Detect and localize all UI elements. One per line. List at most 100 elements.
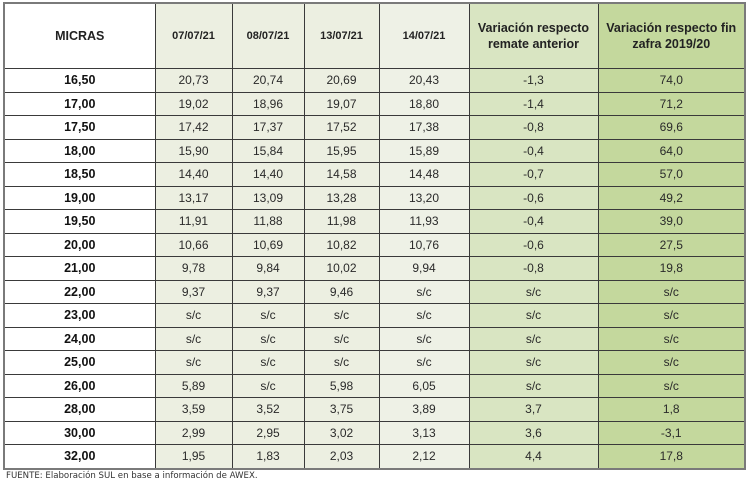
- table-row: 24,00 s/c s/c s/c s/c s/c s/c: [3, 326, 746, 351]
- cell-date-4: s/c: [378, 350, 470, 375]
- cell-micras: 32,00: [3, 444, 156, 469]
- cell-date-3: s/c: [303, 326, 380, 351]
- cell-micras: 19,50: [3, 209, 156, 234]
- cell-micras: 17,50: [3, 115, 156, 140]
- cell-date-4: 17,38: [378, 115, 470, 140]
- header-micras: MICRAS: [3, 2, 156, 69]
- cell-date-2: 3,52: [231, 397, 305, 422]
- cell-date-1: 9,37: [154, 279, 233, 304]
- cell-micras: 17,00: [3, 91, 156, 116]
- cell-micras: 30,00: [3, 420, 156, 445]
- cell-variation-previous: s/c: [468, 303, 599, 328]
- cell-micras: 24,00: [3, 326, 156, 351]
- cell-micras: 18,00: [3, 138, 156, 163]
- cell-micras: 22,00: [3, 279, 156, 304]
- cell-date-4: 14,48: [378, 162, 470, 187]
- cell-variation-previous: s/c: [468, 373, 599, 398]
- cell-date-1: 1,95: [154, 444, 233, 469]
- cell-date-3: 5,98: [303, 373, 380, 398]
- cell-date-2: s/c: [231, 373, 305, 398]
- cell-variation-previous: -0,8: [468, 256, 599, 281]
- table-row: 26,00 5,89 s/c 5,98 6,05 s/c s/c: [3, 373, 746, 398]
- cell-date-3: 11,98: [303, 209, 380, 234]
- cell-date-2: 9,84: [231, 256, 305, 281]
- cell-micras: 28,00: [3, 397, 156, 422]
- cell-date-1: 20,73: [154, 68, 233, 93]
- cell-date-1: 9,78: [154, 256, 233, 281]
- cell-date-1: s/c: [154, 303, 233, 328]
- cell-variation-season: 19,8: [597, 256, 746, 281]
- cell-variation-previous: -0,6: [468, 185, 599, 210]
- table-row: 20,00 10,66 10,69 10,82 10,76 -0,6 27,5: [3, 232, 746, 257]
- cell-date-1: 13,17: [154, 185, 233, 210]
- cell-date-4: 6,05: [378, 373, 470, 398]
- cell-date-4: s/c: [378, 279, 470, 304]
- cell-date-4: 18,80: [378, 91, 470, 116]
- cell-date-1: 15,90: [154, 138, 233, 163]
- cell-date-1: 10,66: [154, 232, 233, 257]
- cell-variation-season: s/c: [597, 279, 746, 304]
- cell-variation-previous: -1,4: [468, 91, 599, 116]
- cell-variation-season: -3,1: [597, 420, 746, 445]
- cell-variation-season: 74,0: [597, 68, 746, 93]
- header-date-2: 08/07/21: [231, 2, 305, 69]
- cell-variation-previous: s/c: [468, 350, 599, 375]
- cell-date-4: 13,20: [378, 185, 470, 210]
- cell-date-4: s/c: [378, 326, 470, 351]
- cell-micras: 18,50: [3, 162, 156, 187]
- cell-date-3: s/c: [303, 350, 380, 375]
- cell-date-1: 19,02: [154, 91, 233, 116]
- cell-variation-season: s/c: [597, 326, 746, 351]
- cell-variation-previous: s/c: [468, 279, 599, 304]
- cell-micras: 21,00: [3, 256, 156, 281]
- cell-date-1: s/c: [154, 350, 233, 375]
- table-row: 23,00 s/c s/c s/c s/c s/c s/c: [3, 303, 746, 328]
- cell-date-2: 11,88: [231, 209, 305, 234]
- cell-date-1: 2,99: [154, 420, 233, 445]
- table-row: 28,00 3,59 3,52 3,75 3,89 3,7 1,8: [3, 397, 746, 422]
- table-row: 30,00 2,99 2,95 3,02 3,13 3,6 -3,1: [3, 420, 746, 445]
- cell-date-2: 17,37: [231, 115, 305, 140]
- cell-date-2: 14,40: [231, 162, 305, 187]
- cell-date-1: 14,40: [154, 162, 233, 187]
- cell-date-2: 1,83: [231, 444, 305, 469]
- cell-variation-season: 39,0: [597, 209, 746, 234]
- cell-date-4: 2,12: [378, 444, 470, 469]
- header-variation-season: Variación respecto fin zafra 2019/20: [597, 2, 746, 69]
- header-row: MICRAS 07/07/21 08/07/21 13/07/21 14/07/…: [3, 2, 746, 69]
- cell-variation-previous: -0,6: [468, 232, 599, 257]
- cell-date-2: s/c: [231, 326, 305, 351]
- table-row: 22,00 9,37 9,37 9,46 s/c s/c s/c: [3, 279, 746, 304]
- cell-date-3: 9,46: [303, 279, 380, 304]
- cell-micras: 20,00: [3, 232, 156, 257]
- cell-micras: 23,00: [3, 303, 156, 328]
- cell-date-1: s/c: [154, 326, 233, 351]
- cell-variation-season: 71,2: [597, 91, 746, 116]
- cell-variation-previous: -1,3: [468, 68, 599, 93]
- wool-price-table: MICRAS 07/07/21 08/07/21 13/07/21 14/07/…: [3, 2, 746, 470]
- cell-date-2: 15,84: [231, 138, 305, 163]
- cell-date-3: 17,52: [303, 115, 380, 140]
- cell-date-2: 2,95: [231, 420, 305, 445]
- table-row: 32,00 1,95 1,83 2,03 2,12 4,4 17,8: [3, 444, 746, 469]
- header-date-3: 13/07/21: [303, 2, 380, 69]
- cell-variation-season: s/c: [597, 303, 746, 328]
- header-date-1: 07/07/21: [154, 2, 233, 69]
- cell-date-4: s/c: [378, 303, 470, 328]
- cell-variation-previous: 4,4: [468, 444, 599, 469]
- cell-date-1: 11,91: [154, 209, 233, 234]
- cell-date-2: 18,96: [231, 91, 305, 116]
- cell-variation-season: 64,0: [597, 138, 746, 163]
- cell-date-3: 20,69: [303, 68, 380, 93]
- cell-date-1: 3,59: [154, 397, 233, 422]
- cell-variation-previous: -0,4: [468, 209, 599, 234]
- cell-micras: 25,00: [3, 350, 156, 375]
- cell-variation-season: 49,2: [597, 185, 746, 210]
- cell-date-3: 2,03: [303, 444, 380, 469]
- table-body: 16,50 20,73 20,74 20,69 20,43 -1,3 74,0 17,00 19…: [3, 68, 746, 469]
- table-row: 17,00 19,02 18,96 19,07 18,80 -1,4 71,2: [3, 91, 746, 116]
- cell-date-2: 20,74: [231, 68, 305, 93]
- table-row: 18,50 14,40 14,40 14,58 14,48 -0,7 57,0: [3, 162, 746, 187]
- table-row: 25,00 s/c s/c s/c s/c s/c s/c: [3, 350, 746, 375]
- cell-variation-previous: -0,7: [468, 162, 599, 187]
